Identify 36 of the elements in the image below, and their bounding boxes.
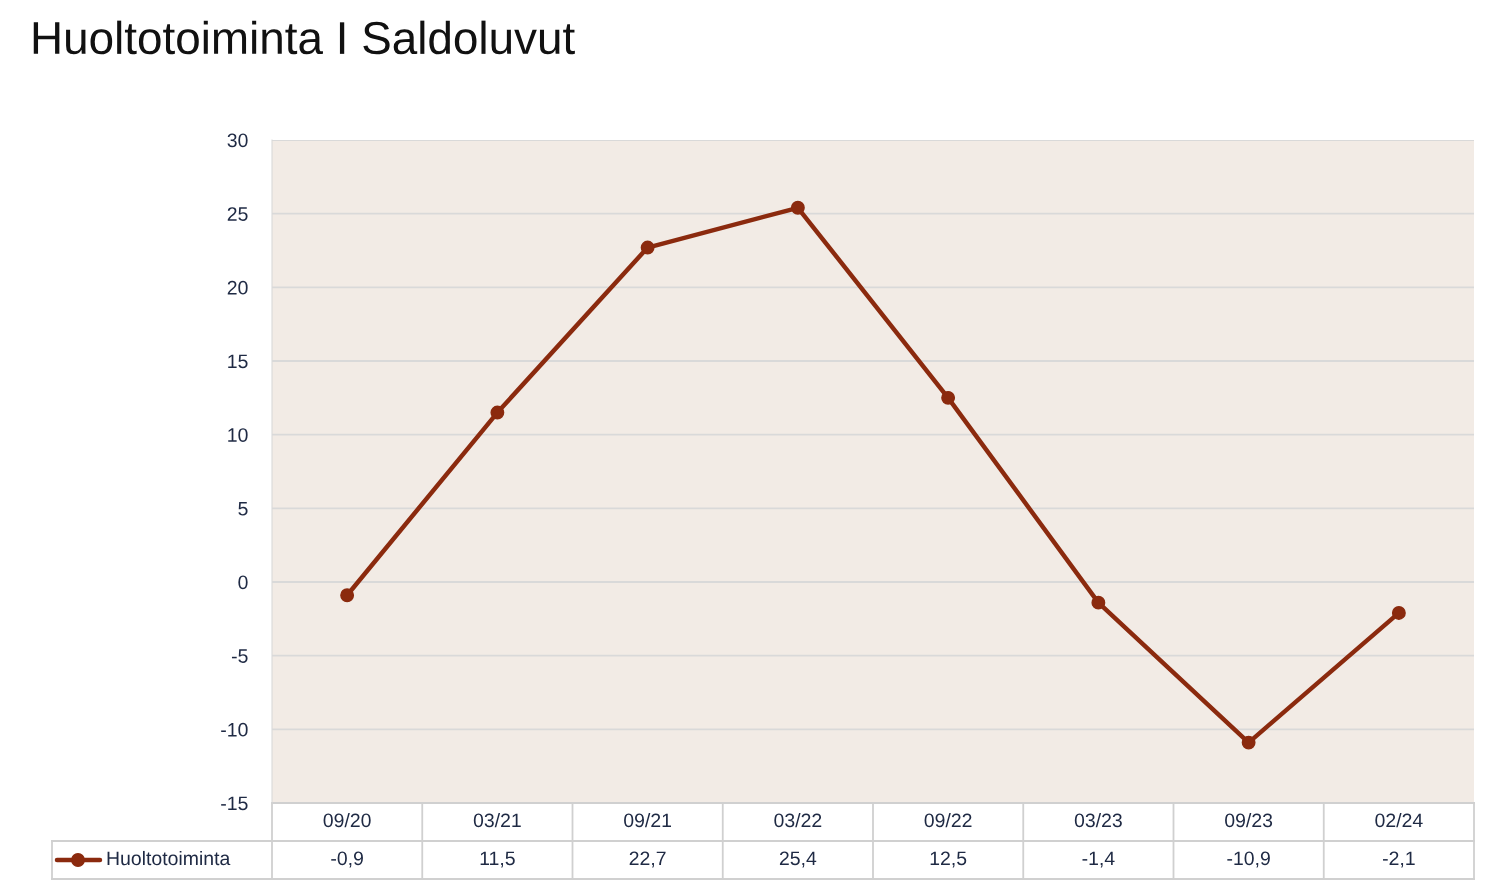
y-tick-label: -15 [221,796,248,811]
data-label: 22,7 [629,851,666,868]
point [490,405,505,420]
y-tick-label: 5 [238,502,248,516]
x-tick-label: 02/24 [1375,812,1423,828]
data-label: 25,4 [779,851,817,868]
y-tick-label: -10 [221,722,248,737]
y-tick-label: 20 [227,280,248,295]
y-tick-label: 0 [238,575,248,590]
data-label: -10,9 [1227,851,1270,868]
data-label: -1,4 [1082,851,1115,868]
y-tick-label: 15 [228,354,248,369]
chart-title: Huoltotoiminta I Saldoluvut [33,20,575,55]
point [941,390,956,405]
y-tick-label: 25 [227,207,248,221]
legend-label: Huoltotoiminta [107,850,231,866]
x-tick-label: 03/21 [473,812,521,828]
y-tick-label: 30 [227,133,248,148]
y-tick-label: -5 [231,649,248,663]
x-tick-label: 09/20 [323,812,371,828]
point [340,588,355,603]
data-label: 12,5 [930,851,967,868]
x-tick-label: 03/23 [1074,812,1122,828]
point [1091,595,1106,610]
x-tick-label: 09/22 [924,812,972,828]
x-tick-label: 09/21 [624,812,672,828]
x-tick-label: 03/22 [774,812,822,828]
data-label: 11,5 [480,851,515,868]
point [1391,605,1406,620]
point [640,240,655,255]
point [790,200,805,215]
y-tick-label: 10 [228,428,248,442]
point [1241,735,1256,750]
data-label: -0,9 [331,851,363,868]
data-label: -2,1 [1382,851,1415,868]
x-tick-label: 09/23 [1225,812,1273,828]
